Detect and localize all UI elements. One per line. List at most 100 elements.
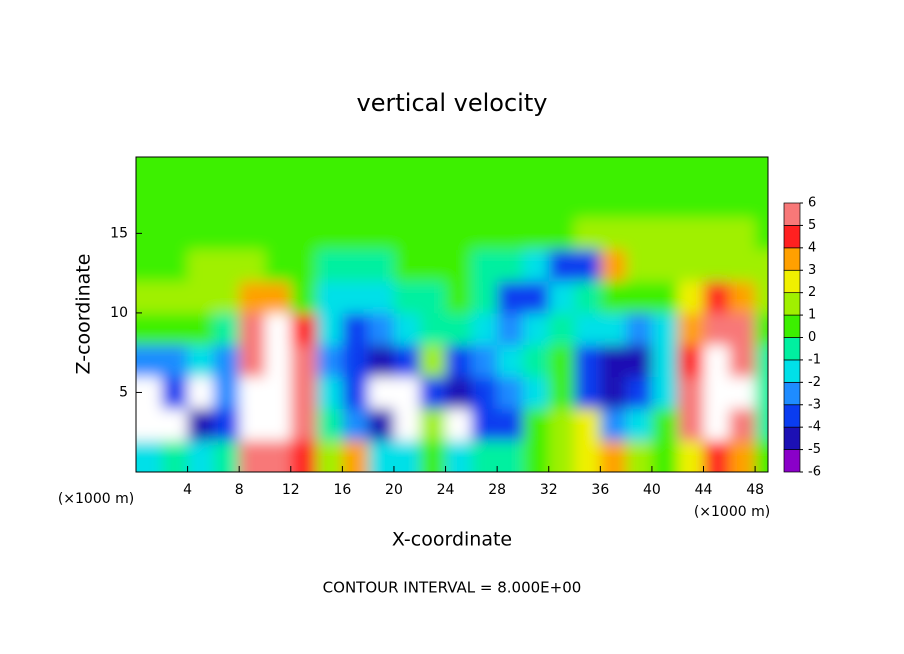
field-cell [626, 249, 653, 282]
field-cell [393, 440, 421, 472]
field-cell [445, 376, 472, 409]
field-cell [239, 376, 266, 409]
x-tick-label: 20 [385, 482, 403, 498]
colorbar-box [783, 225, 801, 249]
field-cell [600, 376, 627, 409]
field-cell [574, 185, 601, 218]
field-cell [342, 376, 369, 409]
field-cell [445, 217, 472, 250]
field-cell [471, 440, 498, 472]
field-cell [393, 344, 421, 378]
field-cell [703, 185, 730, 218]
field-cell [497, 157, 524, 187]
colorbar-label: -1 [808, 352, 821, 367]
field-cell [342, 217, 369, 250]
field-cell [626, 408, 653, 441]
field-cell [677, 408, 705, 441]
field-cell [264, 249, 292, 282]
field [136, 157, 768, 472]
field-cell [729, 281, 756, 314]
field-cell [548, 249, 576, 282]
colorbar-label: -6 [808, 465, 821, 480]
field-cell [626, 281, 653, 314]
field-cell [651, 344, 679, 378]
field-cell [677, 217, 705, 250]
field-cell [187, 249, 214, 282]
field-cell [290, 440, 318, 472]
field-cell [471, 157, 498, 187]
field-cell [729, 440, 756, 472]
field-cell [264, 185, 292, 218]
field-cell [213, 157, 240, 187]
field-cell [290, 185, 318, 218]
x-tick-label: 28 [488, 482, 506, 498]
field-cell [290, 217, 318, 250]
field-cell [419, 185, 447, 218]
colorbar-label: 2 [808, 285, 816, 300]
field-cell [497, 281, 524, 314]
field-cell [342, 408, 369, 441]
field-cell [264, 376, 292, 409]
field-cell [755, 344, 768, 378]
field-cell [600, 344, 627, 378]
field-cell [729, 408, 756, 441]
field-cell [445, 185, 472, 218]
field-cell [290, 376, 318, 409]
field-cell [677, 344, 705, 378]
field-cell [600, 185, 627, 218]
field-cell [161, 157, 189, 187]
field-cell [651, 440, 679, 472]
field-cell [419, 249, 447, 282]
field-cell [729, 249, 756, 282]
field-cell [677, 440, 705, 472]
field-cell [187, 408, 214, 441]
field-cell [651, 408, 679, 441]
y-unit: (×1000 m) [58, 491, 134, 507]
field-cell [755, 217, 768, 250]
field-cell [239, 249, 266, 282]
field-cell [161, 312, 189, 346]
x-tick-label: 4 [183, 482, 192, 498]
y-tick-label: 15 [110, 225, 128, 241]
field-cell [445, 157, 472, 187]
field-cell [368, 249, 395, 282]
field-cell [393, 217, 421, 250]
field-cell [161, 440, 189, 472]
field-cell [651, 185, 679, 218]
field-cell [755, 249, 768, 282]
field-cell [239, 440, 266, 472]
field-cell [187, 157, 214, 187]
field-cell [522, 249, 550, 282]
field-cell [703, 157, 730, 187]
field-cell [445, 249, 472, 282]
field-cell [213, 440, 240, 472]
field-cell [703, 344, 730, 378]
colorbar-label: 5 [808, 218, 816, 233]
field-cell [651, 249, 679, 282]
field-cell [497, 408, 524, 441]
field-cell [445, 408, 472, 441]
field-cell [497, 376, 524, 409]
field-cell [161, 408, 189, 441]
colorbar-label: -4 [808, 420, 821, 435]
field-cell [522, 312, 550, 346]
x-unit: (×1000 m) [694, 504, 770, 520]
field-cell [136, 312, 163, 346]
field-cell [239, 408, 266, 441]
field-cell [290, 249, 318, 282]
field-cell [368, 157, 395, 187]
x-tick-label: 36 [591, 482, 609, 498]
field-cell [703, 408, 730, 441]
x-axis-label: X-coordinate [392, 529, 512, 551]
field-cell [161, 344, 189, 378]
colorbar-box [783, 359, 801, 383]
field-cell [471, 217, 498, 250]
x-tick-label: 48 [746, 482, 764, 498]
field-cell [445, 312, 472, 346]
field-cell [471, 408, 498, 441]
field-cell [755, 440, 768, 472]
field-cell [136, 281, 163, 314]
field-cell [419, 217, 447, 250]
field-cell [471, 312, 498, 346]
field-cell [677, 376, 705, 409]
